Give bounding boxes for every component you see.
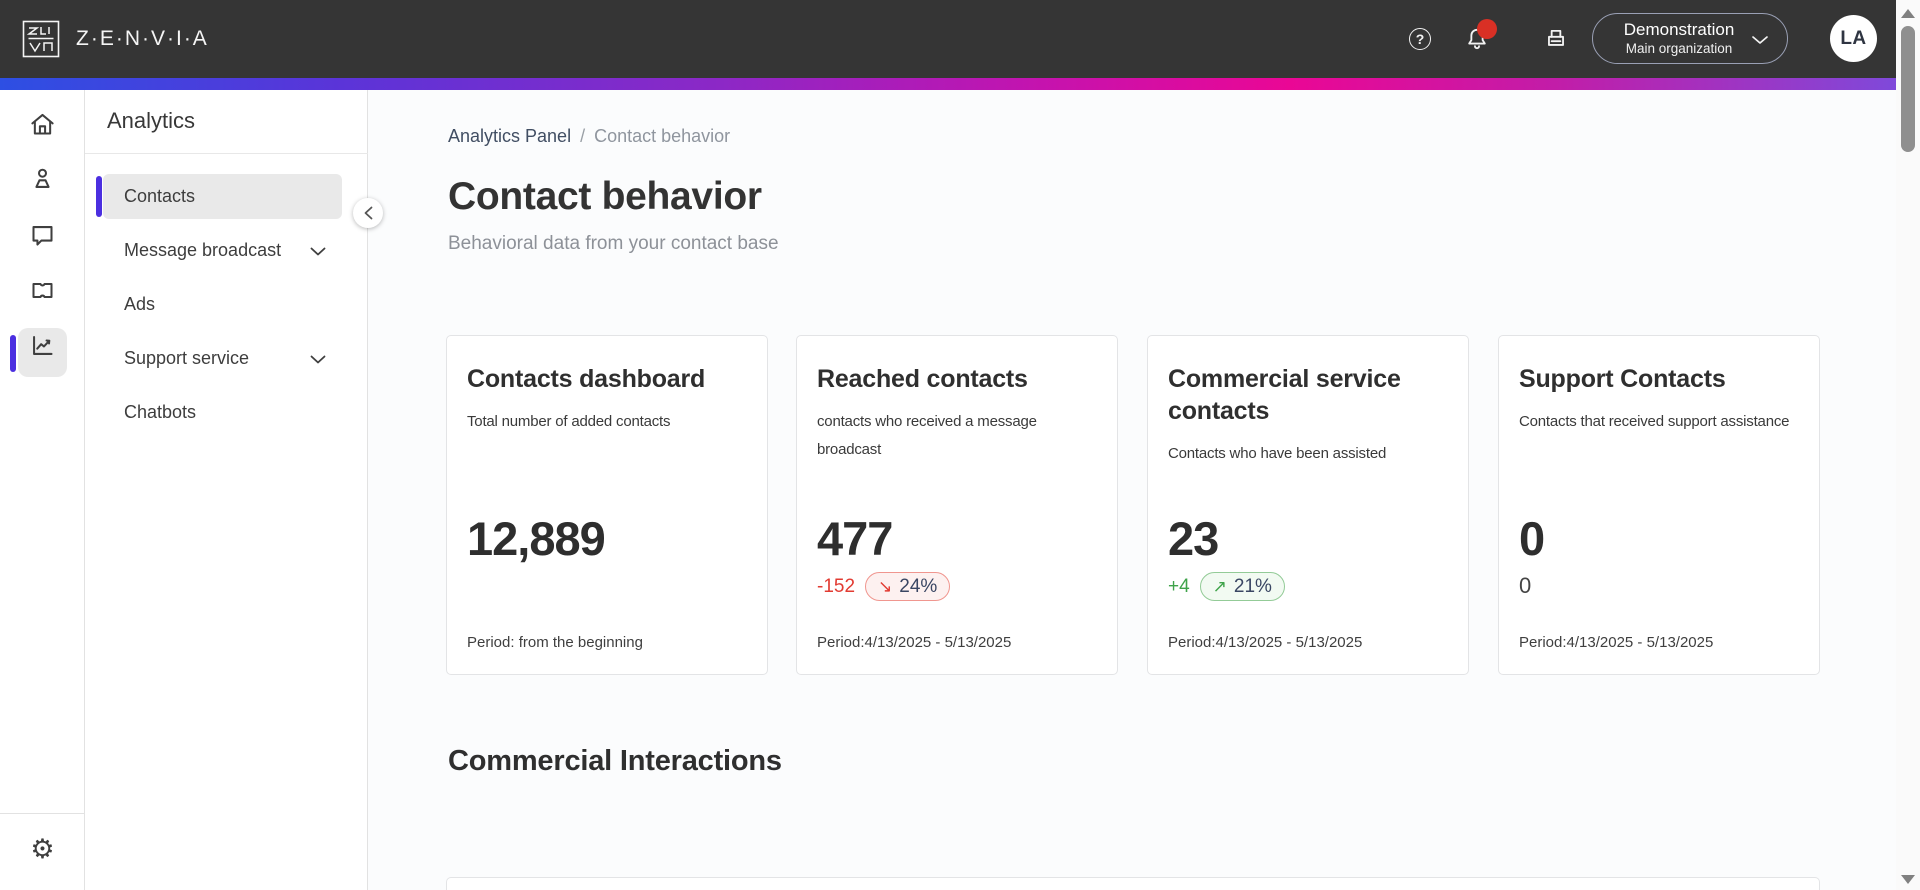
rail-item-tickets[interactable] — [0, 265, 85, 315]
rail-item-analytics[interactable] — [0, 320, 85, 370]
analytics-chart-icon — [33, 335, 53, 355]
top-bar: Z·E·N·V·I·A ? Demonstration — [0, 0, 1896, 78]
sidebar-item-label: Support service — [124, 348, 250, 368]
org-name: Demonstration — [1623, 20, 1735, 40]
zenvia-logo-icon — [22, 20, 60, 58]
page-subtitle: Behavioral data from your contact base — [448, 233, 779, 254]
selected-indicator — [96, 176, 102, 217]
card-title: Contacts dashboard — [467, 365, 706, 393]
stat-card-commercial-service-contacts: Commercial service contacts Contacts who… — [1147, 335, 1469, 675]
card-value: 0 — [1519, 512, 1545, 565]
trend-percent: 24% — [899, 575, 938, 597]
scrollbar-down-arrow[interactable] — [1901, 875, 1915, 884]
org-switcher[interactable]: Demonstration Main organization — [1592, 13, 1788, 64]
sidebar-item-contacts[interactable]: Contacts — [96, 174, 342, 219]
delta-value: -152 — [817, 575, 856, 597]
page-title: Contact behavior — [448, 175, 762, 218]
org-subtitle: Main organization — [1625, 40, 1733, 56]
sidebar-item-message-broadcast[interactable]: Message broadcast — [103, 228, 342, 273]
trend-up-arrow-icon: ↗ — [1212, 576, 1227, 596]
sidebar-item-label: Contacts — [124, 186, 196, 206]
sidebar-item-chatbots[interactable]: Chatbots — [103, 390, 342, 435]
main-content: Analytics Panel / Contact behavior Conta… — [368, 90, 1896, 890]
card-description: Total number of added contacts — [467, 413, 671, 430]
printer-icon — [1548, 29, 1564, 46]
card-value: 12,889 — [467, 512, 606, 565]
scrollbar-up-arrow[interactable] — [1901, 9, 1915, 18]
panel-divider — [85, 153, 368, 154]
sidebar-item-ads[interactable]: Ads — [103, 282, 342, 327]
rail-divider — [0, 813, 85, 814]
delta-row: +4 ↗ 21% — [1168, 572, 1285, 601]
help-icon: ? — [1409, 28, 1431, 50]
analytics-panel: Analytics Contacts Message broadcast Ads… — [85, 90, 368, 890]
breadcrumb-parent-link[interactable]: Analytics Panel — [448, 126, 572, 146]
icon-rail: ⚙ — [0, 90, 85, 890]
card-value: 477 — [817, 512, 893, 565]
commercial-interactions-card — [446, 877, 1820, 890]
trend-badge: ↘ 24% — [865, 572, 951, 601]
chevron-down-icon — [310, 355, 326, 364]
card-title: Reached contacts — [817, 365, 1028, 393]
card-description: Contacts that received support assistanc… — [1519, 413, 1790, 430]
sidebar-item-support-service[interactable]: Support service — [103, 336, 342, 381]
card-period: Period: from the beginning — [467, 634, 643, 651]
card-description: Contacts who have been assisted — [1168, 445, 1387, 462]
rail-item-home[interactable] — [0, 99, 85, 149]
delta-row: -152 ↘ 24% — [817, 572, 951, 601]
sidebar-item-label: Chatbots — [124, 402, 197, 422]
sidebar-item-label: Ads — [124, 294, 156, 314]
brand[interactable]: Z·E·N·V·I·A — [22, 20, 209, 58]
breadcrumb-separator: / — [580, 126, 586, 146]
ticket-icon — [32, 282, 53, 298]
panel-title: Analytics — [107, 108, 196, 133]
card-secondary-value: 0 — [1519, 573, 1532, 598]
rail-item-contacts[interactable] — [0, 153, 85, 203]
notification-badge — [1477, 19, 1497, 39]
card-title: Support Contacts — [1519, 365, 1726, 393]
section-heading: Commercial Interactions — [448, 745, 782, 777]
breadcrumb-current: Contact behavior — [594, 126, 731, 146]
chat-bubble-icon — [32, 225, 53, 246]
card-value: 23 — [1168, 512, 1219, 565]
collapse-panel-button[interactable] — [353, 198, 383, 228]
help-button[interactable]: ? — [1398, 0, 1442, 78]
stat-card-contacts-dashboard: Contacts dashboard Total number of added… — [446, 335, 768, 675]
chevron-down-icon — [1752, 36, 1768, 44]
rail-item-settings[interactable]: ⚙ — [0, 824, 85, 874]
chevron-left-icon — [364, 206, 372, 220]
rail-item-conversations[interactable] — [0, 210, 85, 260]
avatar[interactable]: LA — [1830, 15, 1877, 62]
card-description: contacts who received a message broadcas… — [817, 413, 1037, 458]
home-icon — [31, 113, 54, 135]
stat-card-support-contacts: Support Contacts Contacts that received … — [1498, 335, 1820, 675]
rail-active-indicator — [10, 335, 16, 372]
trend-down-arrow-icon: ↘ — [878, 576, 893, 596]
stat-card-reached-contacts: Reached contacts contacts who received a… — [796, 335, 1118, 675]
card-period: Period:4/13/2025 - 5/13/2025 — [1519, 634, 1714, 651]
notifications-button[interactable] — [1455, 0, 1499, 78]
panel-menu: Contacts Message broadcast Ads Support s… — [85, 174, 368, 444]
person-icon — [35, 168, 50, 188]
brand-gradient-bar — [0, 78, 1896, 90]
scrollbar-thumb[interactable] — [1901, 26, 1915, 152]
page-scrollbar — [1896, 0, 1920, 890]
card-period: Period:4/13/2025 - 5/13/2025 — [1168, 634, 1363, 651]
gear-icon: ⚙ — [30, 833, 55, 864]
trend-badge: ↗ 21% — [1199, 572, 1285, 601]
print-button[interactable] — [1534, 0, 1578, 78]
trend-percent: 21% — [1233, 575, 1272, 597]
card-title: Commercial service contacts — [1168, 365, 1401, 425]
delta-value: +4 — [1168, 575, 1190, 597]
chevron-down-icon — [310, 247, 326, 256]
brand-wordmark: Z·E·N·V·I·A — [76, 27, 209, 50]
breadcrumb: Analytics Panel / Contact behavior — [448, 126, 730, 147]
sidebar-item-label: Message broadcast — [124, 240, 282, 260]
card-period: Period:4/13/2025 - 5/13/2025 — [817, 634, 1012, 651]
